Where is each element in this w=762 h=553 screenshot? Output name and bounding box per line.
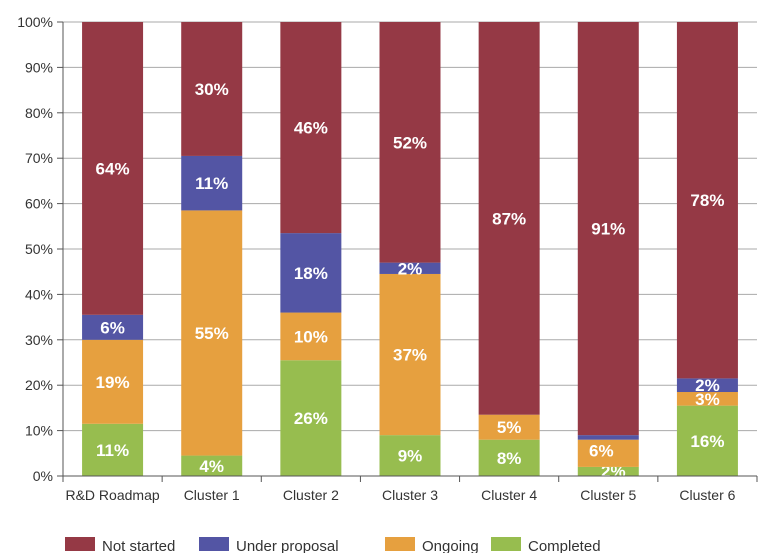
y-tick-label: 70% <box>25 150 53 166</box>
bar-segment <box>577 22 639 436</box>
data-label: 6% <box>589 441 614 460</box>
bar-segment <box>577 435 639 440</box>
data-label: 16% <box>690 432 724 451</box>
data-label: 9% <box>398 447 423 466</box>
bar-segment <box>577 466 639 476</box>
bar-segment <box>379 22 441 263</box>
bar-segment <box>82 314 144 340</box>
y-tick-label: 40% <box>25 286 53 302</box>
legend-label: Under proposal <box>236 538 339 553</box>
category-label: Cluster 3 <box>382 487 438 503</box>
bar-segment <box>181 155 243 211</box>
category-label: Cluster 6 <box>679 487 735 503</box>
bar-segment <box>676 405 738 476</box>
bar-segment <box>379 435 441 476</box>
data-label: 10% <box>294 327 328 346</box>
data-label: 18% <box>294 264 328 283</box>
data-label: 52% <box>393 133 427 152</box>
bar-segment <box>676 378 738 393</box>
legend-label: Completed <box>528 538 601 553</box>
bar-segment <box>478 22 540 415</box>
bar-segment <box>676 22 738 379</box>
bar-segment <box>676 392 738 406</box>
data-label: 11% <box>195 174 228 193</box>
bar-segment <box>379 262 441 274</box>
bar-segment <box>478 439 540 476</box>
data-label: 91% <box>591 220 625 239</box>
data-label: 11% <box>96 441 129 460</box>
axes: 0% 10% 20% 30% 40% 50% 60% 70% 80% 90% 100% R&D Roa… <box>17 14 758 503</box>
bar-segment <box>280 233 342 313</box>
y-tick-label: 100% <box>17 14 53 30</box>
data-label: 19% <box>96 373 130 392</box>
y-tick-label: 20% <box>25 377 53 393</box>
y-tick-label: 0% <box>33 468 53 484</box>
category-label: R&D Roadmap <box>65 487 159 503</box>
y-tick-label: 80% <box>25 105 53 121</box>
y-tick-label: 60% <box>25 196 53 212</box>
bars: 11% 19% 6% 64% 4% 55% 11% 30% 26% 10% 18% 46% 9% 37% 2… <box>82 22 738 481</box>
data-label: 64% <box>96 159 130 178</box>
data-label: 55% <box>195 324 229 343</box>
legend-swatch <box>385 537 415 551</box>
bar-segment <box>82 339 144 424</box>
y-tick-label: 50% <box>25 241 53 257</box>
bar-segment <box>280 360 342 476</box>
y-tick-label: 90% <box>25 59 53 75</box>
data-label: 78% <box>690 191 724 210</box>
category-label: Cluster 1 <box>184 487 240 503</box>
bar-segment <box>280 22 342 234</box>
data-label: 87% <box>492 209 526 228</box>
bar-segment <box>577 439 639 467</box>
data-label: 8% <box>497 449 522 468</box>
category-label: Cluster 4 <box>481 487 537 503</box>
y-tick-label: 10% <box>25 423 53 439</box>
bar-segment <box>181 210 243 456</box>
bar-segment <box>280 312 342 361</box>
data-label: 37% <box>393 346 427 365</box>
legend: Not started Under proposal Ongoing Complete… <box>65 537 601 553</box>
data-label: 26% <box>294 409 328 428</box>
legend-swatch <box>491 537 521 551</box>
category-label: Cluster 2 <box>283 487 339 503</box>
data-label: 30% <box>195 80 229 99</box>
data-label: 6% <box>100 318 125 337</box>
bar-segment <box>82 423 144 476</box>
bar-segment <box>181 22 243 156</box>
bar-segment <box>379 273 441 436</box>
legend-swatch <box>65 537 95 551</box>
legend-label: Ongoing <box>422 538 479 553</box>
bar-segment <box>181 455 243 476</box>
bar-segment <box>82 22 144 315</box>
y-tick-label: 30% <box>25 332 53 348</box>
data-label: 2% <box>695 376 720 395</box>
data-label: 4% <box>199 457 224 476</box>
data-label: 2% <box>398 259 423 278</box>
data-label: 5% <box>497 418 522 437</box>
category-label: Cluster 5 <box>580 487 636 503</box>
data-label: 46% <box>294 119 328 138</box>
data-label: 3% <box>695 390 720 409</box>
bar-segment <box>478 414 540 440</box>
legend-swatch <box>199 537 229 551</box>
legend-label: Not started <box>102 538 175 553</box>
